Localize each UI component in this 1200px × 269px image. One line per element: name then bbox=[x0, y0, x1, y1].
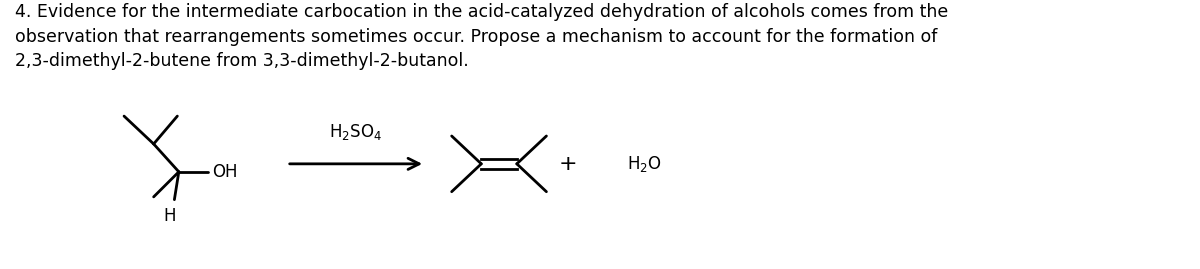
Text: H$_2$O: H$_2$O bbox=[628, 154, 662, 174]
Text: +: + bbox=[559, 154, 577, 174]
Text: H$_2$SO$_4$: H$_2$SO$_4$ bbox=[330, 122, 383, 142]
Text: OH: OH bbox=[212, 163, 238, 181]
Text: 4. Evidence for the intermediate carbocation in the acid-catalyzed dehydration o: 4. Evidence for the intermediate carboca… bbox=[14, 3, 948, 70]
Text: H: H bbox=[163, 207, 175, 225]
